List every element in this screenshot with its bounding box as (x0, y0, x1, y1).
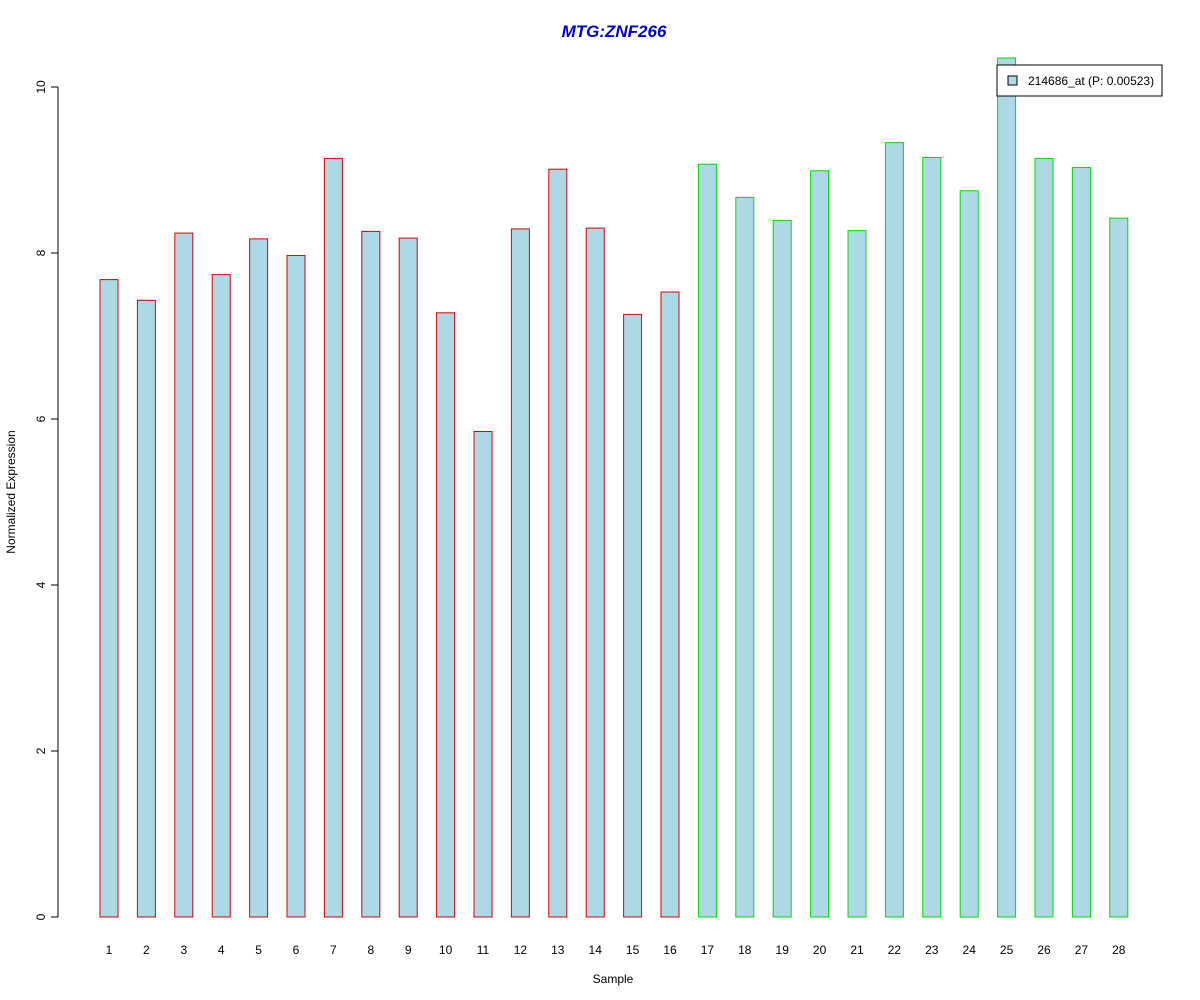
bar-sample-5 (249, 238, 269, 918)
bar-sample-1 (99, 279, 119, 918)
x-tick-label-21: 21 (850, 943, 864, 957)
bar-sample-21 (847, 230, 867, 918)
bar-sample-3 (174, 232, 194, 918)
x-tick-label-5: 5 (255, 943, 262, 957)
x-tick-label-4: 4 (218, 943, 225, 957)
bar-sample-15 (623, 313, 643, 918)
x-tick-label-25: 25 (1000, 943, 1014, 957)
bar-sample-14 (585, 227, 605, 918)
y-axis: 0 2 4 6 8 10 (34, 80, 59, 920)
y-axis-label: Normalized Expression (4, 430, 18, 553)
x-tick-label-2: 2 (143, 943, 150, 957)
bar-sample-10 (436, 312, 456, 918)
x-tick-label-19: 19 (776, 943, 790, 957)
bar-sample-28 (1109, 217, 1129, 918)
x-tick-label-7: 7 (330, 943, 337, 957)
bar-sample-7 (323, 157, 343, 918)
x-tick-label-17: 17 (701, 943, 715, 957)
x-tick-label-18: 18 (738, 943, 752, 957)
bar-sample-26 (1034, 157, 1054, 918)
x-tick-label-3: 3 (180, 943, 187, 957)
bar-sample-11 (473, 431, 493, 918)
x-tick-label-12: 12 (514, 943, 528, 957)
x-tick-labels: 1 2 3 4 5 6 7 8 9 10 11 12 13 14 15 16 17 18 19 20 21 22 23 24 2… (106, 943, 1126, 957)
bar-sample-12 (510, 228, 530, 918)
x-tick-label-15: 15 (626, 943, 640, 957)
bar-sample-16 (660, 291, 680, 918)
bar-sample-2 (136, 299, 156, 918)
x-axis-label: Sample (593, 972, 634, 986)
y-tick-label: 2 (34, 747, 48, 754)
legend-box (996, 64, 1163, 97)
legend-swatch (1007, 75, 1018, 86)
bars (99, 57, 1129, 918)
x-tick-label-22: 22 (888, 943, 902, 957)
y-tick-label: 4 (34, 581, 48, 588)
x-tick-label-23: 23 (925, 943, 939, 957)
bar-sample-18 (735, 196, 755, 918)
y-tick-label: 10 (34, 80, 48, 94)
legend-label: 214686_at (P: 0.00523) (1028, 74, 1154, 88)
x-tick-label-26: 26 (1037, 943, 1051, 957)
bar-sample-25 (997, 57, 1017, 918)
x-tick-label-28: 28 (1112, 943, 1126, 957)
x-tick-label-8: 8 (367, 943, 374, 957)
bar-sample-8 (361, 230, 381, 918)
x-tick-label-24: 24 (963, 943, 977, 957)
bar-sample-13 (548, 168, 568, 918)
x-tick-label-14: 14 (589, 943, 603, 957)
x-tick-label-1: 1 (106, 943, 113, 957)
x-tick-label-27: 27 (1075, 943, 1089, 957)
bar-sample-9 (398, 237, 418, 918)
bar-sample-6 (286, 255, 306, 918)
chart-title: MTG:ZNF266 (562, 22, 667, 41)
x-tick-label-6: 6 (293, 943, 300, 957)
bar-sample-19 (772, 220, 792, 918)
x-tick-label-9: 9 (405, 943, 412, 957)
x-tick-label-13: 13 (551, 943, 565, 957)
legend: 214686_at (P: 0.00523) (996, 64, 1163, 97)
bar-sample-22 (884, 142, 904, 918)
y-tick-label: 8 (34, 249, 48, 256)
x-tick-label-11: 11 (477, 943, 490, 957)
x-tick-label-10: 10 (439, 943, 453, 957)
x-tick-label-16: 16 (663, 943, 677, 957)
bar-sample-17 (697, 163, 717, 918)
bar-sample-20 (810, 170, 830, 918)
bar-sample-24 (959, 190, 979, 918)
bar-sample-27 (1071, 167, 1091, 918)
bar-sample-4 (211, 274, 231, 918)
y-tick-label: 6 (34, 415, 48, 422)
x-tick-label-20: 20 (813, 943, 827, 957)
y-tick-label: 0 (34, 913, 48, 920)
bar-sample-23 (922, 157, 942, 918)
